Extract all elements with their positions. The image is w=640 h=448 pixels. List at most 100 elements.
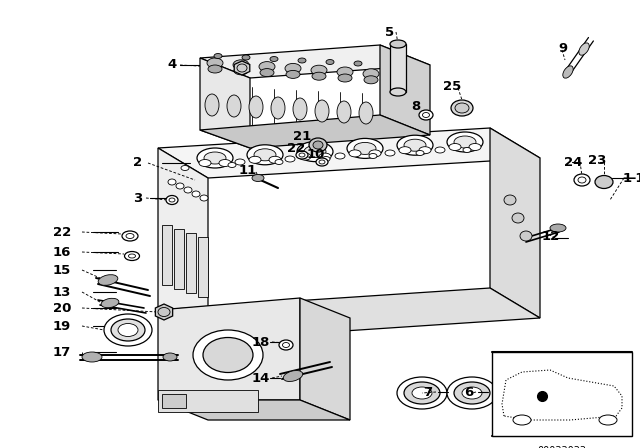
Text: —1: —1 — [622, 172, 640, 185]
Ellipse shape — [227, 95, 241, 117]
Ellipse shape — [233, 60, 249, 70]
Text: 8: 8 — [412, 99, 420, 112]
Text: 3: 3 — [133, 191, 143, 204]
Ellipse shape — [337, 67, 353, 77]
Ellipse shape — [338, 74, 352, 82]
Ellipse shape — [312, 72, 326, 80]
Ellipse shape — [455, 103, 469, 113]
Ellipse shape — [163, 353, 177, 361]
Text: 22: 22 — [53, 225, 71, 238]
Ellipse shape — [181, 165, 189, 171]
Ellipse shape — [203, 337, 253, 372]
Ellipse shape — [469, 143, 481, 151]
Ellipse shape — [404, 382, 440, 404]
Ellipse shape — [298, 58, 306, 63]
Ellipse shape — [399, 146, 411, 154]
Text: 17: 17 — [53, 345, 71, 358]
Ellipse shape — [286, 70, 300, 78]
Ellipse shape — [595, 176, 613, 189]
Ellipse shape — [285, 156, 295, 162]
Ellipse shape — [513, 415, 531, 425]
Ellipse shape — [111, 319, 145, 341]
Ellipse shape — [454, 382, 490, 404]
Ellipse shape — [463, 147, 471, 152]
Polygon shape — [200, 115, 430, 148]
Text: 16: 16 — [53, 246, 71, 258]
Ellipse shape — [504, 195, 516, 205]
Ellipse shape — [574, 174, 590, 186]
Polygon shape — [158, 128, 540, 178]
Ellipse shape — [578, 177, 586, 183]
Ellipse shape — [271, 97, 285, 119]
Text: 6: 6 — [465, 385, 474, 399]
Polygon shape — [490, 128, 540, 318]
Bar — [492, 352, 632, 436]
Ellipse shape — [192, 191, 200, 197]
Text: 11: 11 — [239, 164, 257, 177]
Text: 10: 10 — [307, 148, 325, 161]
Ellipse shape — [299, 153, 305, 157]
Ellipse shape — [550, 224, 566, 232]
Ellipse shape — [349, 150, 361, 157]
Polygon shape — [300, 298, 350, 420]
Ellipse shape — [242, 55, 250, 60]
Ellipse shape — [293, 98, 307, 120]
Ellipse shape — [205, 94, 219, 116]
Bar — [158, 390, 258, 412]
Ellipse shape — [208, 65, 222, 73]
Text: 7: 7 — [424, 385, 433, 399]
Ellipse shape — [337, 101, 351, 123]
Ellipse shape — [390, 40, 406, 48]
Ellipse shape — [397, 135, 433, 155]
Polygon shape — [158, 400, 350, 420]
Ellipse shape — [354, 142, 376, 155]
Ellipse shape — [419, 110, 433, 120]
Ellipse shape — [270, 56, 278, 61]
Ellipse shape — [385, 150, 395, 156]
Ellipse shape — [319, 160, 325, 164]
Ellipse shape — [520, 231, 532, 241]
Ellipse shape — [166, 195, 178, 204]
Ellipse shape — [285, 64, 301, 73]
Ellipse shape — [319, 153, 331, 160]
Bar — [390, 44, 406, 92]
Text: 22: 22 — [287, 142, 305, 155]
Text: 19: 19 — [53, 319, 71, 332]
Ellipse shape — [435, 147, 445, 153]
Ellipse shape — [249, 96, 263, 118]
Ellipse shape — [579, 43, 589, 55]
Ellipse shape — [412, 387, 432, 399]
Ellipse shape — [284, 370, 303, 382]
Ellipse shape — [176, 183, 184, 189]
Ellipse shape — [454, 136, 476, 148]
Polygon shape — [200, 58, 250, 148]
Text: 00033033: 00033033 — [538, 446, 586, 448]
Ellipse shape — [235, 159, 245, 165]
Text: 18: 18 — [252, 336, 270, 349]
Ellipse shape — [259, 61, 275, 72]
Ellipse shape — [390, 88, 406, 96]
Ellipse shape — [200, 195, 208, 201]
Text: 5: 5 — [385, 26, 395, 39]
Polygon shape — [156, 304, 173, 320]
Ellipse shape — [397, 377, 447, 409]
Ellipse shape — [299, 153, 311, 160]
Ellipse shape — [404, 139, 426, 151]
Polygon shape — [158, 288, 540, 340]
Polygon shape — [158, 148, 208, 340]
Ellipse shape — [82, 352, 102, 362]
Ellipse shape — [219, 159, 231, 167]
Text: 2: 2 — [133, 156, 143, 169]
Text: 14: 14 — [252, 371, 270, 384]
Ellipse shape — [451, 100, 473, 116]
Ellipse shape — [354, 61, 362, 66]
Polygon shape — [502, 370, 622, 420]
Ellipse shape — [326, 60, 334, 65]
Text: 20: 20 — [53, 302, 71, 314]
Ellipse shape — [125, 251, 140, 260]
Ellipse shape — [104, 314, 152, 346]
Ellipse shape — [297, 142, 333, 162]
Ellipse shape — [315, 100, 329, 122]
Ellipse shape — [512, 213, 524, 223]
Ellipse shape — [197, 148, 233, 168]
